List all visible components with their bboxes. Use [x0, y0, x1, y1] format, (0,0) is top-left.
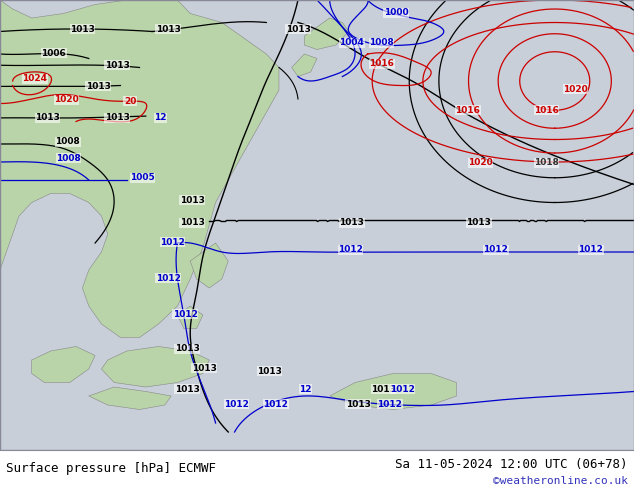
- Text: 1020: 1020: [563, 85, 588, 94]
- Polygon shape: [304, 18, 349, 49]
- Text: 12: 12: [154, 113, 167, 122]
- Text: 1013: 1013: [466, 218, 491, 227]
- Text: 1008: 1008: [369, 38, 394, 47]
- Polygon shape: [89, 387, 171, 410]
- Polygon shape: [330, 373, 456, 410]
- Text: ©weatheronline.co.uk: ©weatheronline.co.uk: [493, 476, 628, 486]
- Text: 1012: 1012: [483, 245, 508, 254]
- Text: 1000: 1000: [384, 8, 408, 17]
- Text: 1012: 1012: [377, 400, 403, 409]
- Text: 1013: 1013: [346, 400, 371, 409]
- Text: 1013: 1013: [105, 113, 130, 122]
- Polygon shape: [292, 54, 317, 76]
- Polygon shape: [101, 346, 209, 387]
- Text: 1013: 1013: [35, 113, 60, 122]
- Text: 1024: 1024: [22, 74, 48, 83]
- Text: 1013: 1013: [174, 385, 200, 394]
- Text: 1012: 1012: [172, 310, 198, 318]
- Text: 1013: 1013: [70, 25, 95, 34]
- Text: 1013: 1013: [174, 344, 200, 353]
- Text: 1008: 1008: [55, 137, 81, 146]
- Text: 1018: 1018: [534, 158, 559, 168]
- Text: 1013: 1013: [86, 82, 111, 91]
- Text: 1012: 1012: [578, 245, 604, 254]
- Text: 1012: 1012: [338, 245, 363, 254]
- Text: 1008: 1008: [56, 154, 81, 163]
- Polygon shape: [32, 346, 95, 383]
- Text: 1013: 1013: [179, 218, 205, 227]
- Polygon shape: [0, 0, 279, 338]
- Text: 1012: 1012: [390, 385, 415, 394]
- Text: Surface pressure [hPa] ECMWF: Surface pressure [hPa] ECMWF: [6, 462, 216, 474]
- Text: 1013: 1013: [191, 364, 217, 372]
- Text: 1020: 1020: [54, 96, 79, 104]
- Text: 1013: 1013: [371, 385, 396, 394]
- Text: 1020: 1020: [468, 158, 493, 168]
- Text: 1013: 1013: [105, 61, 130, 70]
- Text: 1013: 1013: [155, 25, 181, 34]
- Polygon shape: [190, 243, 228, 288]
- Text: 1016: 1016: [534, 106, 559, 115]
- Polygon shape: [178, 306, 203, 328]
- Text: 1013: 1013: [179, 196, 205, 205]
- Text: 1012: 1012: [160, 238, 185, 246]
- Text: 1012: 1012: [263, 400, 288, 409]
- Text: 1013: 1013: [257, 367, 282, 376]
- Text: 1012: 1012: [155, 273, 181, 283]
- Text: 1013: 1013: [339, 218, 365, 227]
- Text: 1006: 1006: [41, 49, 67, 58]
- Text: 1016: 1016: [455, 106, 481, 115]
- Text: Sa 11-05-2024 12:00 UTC (06+78): Sa 11-05-2024 12:00 UTC (06+78): [395, 458, 628, 470]
- Text: 1004: 1004: [339, 38, 365, 47]
- Text: 12: 12: [299, 385, 312, 394]
- Text: 1005: 1005: [130, 173, 155, 182]
- Text: 1012: 1012: [224, 400, 249, 409]
- Text: 20: 20: [124, 97, 136, 106]
- Text: 1013: 1013: [285, 25, 311, 34]
- Text: 1016: 1016: [369, 59, 394, 69]
